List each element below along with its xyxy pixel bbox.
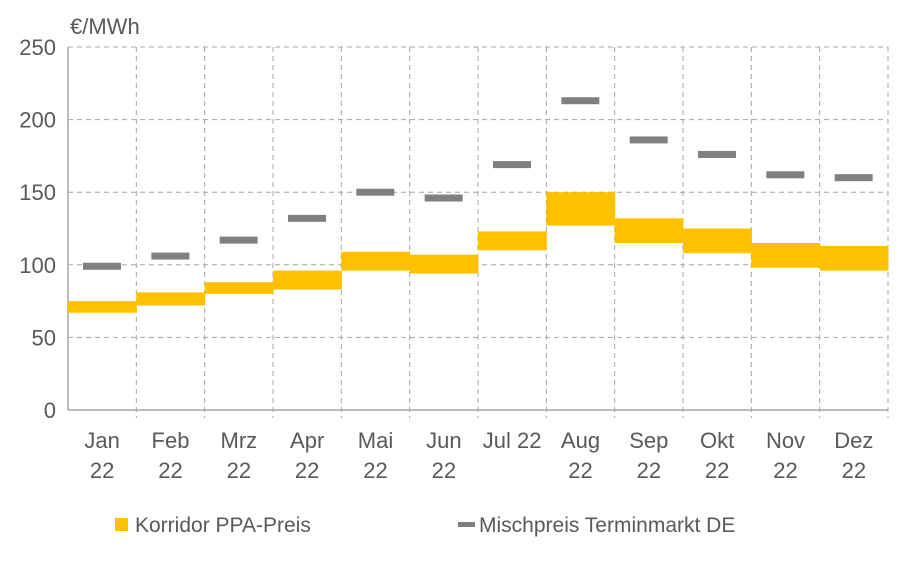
legend-swatch-market [458, 522, 475, 527]
x-tick-label: Mai [358, 428, 393, 453]
x-tick-label: Jun [426, 428, 461, 453]
x-tick-label: Mrz [221, 428, 258, 453]
market-marker [356, 188, 395, 196]
x-tick-label-year: 22 [90, 458, 114, 483]
market-marker [424, 194, 463, 202]
ppa-bar [614, 218, 684, 244]
market-marker [83, 262, 121, 270]
y-tick-label: 0 [44, 398, 56, 423]
x-tick-label-year: 22 [432, 458, 456, 483]
y-tick-label: 150 [19, 180, 56, 205]
legend-swatch-ppa [115, 518, 128, 531]
x-tick-label-year: 22 [773, 458, 797, 483]
market-marker [219, 236, 258, 244]
market-marker [561, 97, 600, 105]
market-marker [629, 136, 668, 144]
market-marker [698, 150, 736, 158]
market-marker [766, 171, 805, 179]
ppa-bar [409, 254, 479, 274]
market-marker [493, 161, 531, 169]
legend-label-ppa: Korridor PPA-Preis [135, 514, 311, 537]
x-tick-label: Nov [766, 428, 805, 453]
ppa-bar [273, 270, 342, 290]
market-marker [288, 214, 326, 222]
y-unit-label: €/MWh [70, 14, 140, 39]
x-tick-label-year: 22 [363, 458, 387, 483]
ppa-bar [478, 231, 547, 251]
ppa-bar [204, 282, 274, 294]
ppa-bar [68, 301, 137, 313]
x-tick-label: Apr [290, 428, 324, 453]
ppa-corridor-bars [68, 192, 889, 313]
market-price-markers [83, 97, 873, 270]
ppa-bar [683, 228, 752, 254]
market-marker [834, 174, 873, 182]
y-tick-label: 200 [19, 108, 56, 133]
x-tick-label: Feb [152, 428, 190, 453]
y-tick-label: 50 [32, 325, 56, 350]
x-tick-label-year: 22 [842, 458, 866, 483]
ppa-bar [546, 192, 616, 226]
x-tick-label: Sep [629, 428, 668, 453]
ppa-bar [341, 251, 411, 271]
market-marker [151, 252, 190, 260]
x-axis-ticks: Jan 22 Feb 22 Mrz 22 Apr 22 Mai 22 Jun 22 Jul 22 Aug 2… [84, 428, 873, 483]
ppa-bar [751, 243, 821, 268]
ppa-bar [819, 245, 889, 271]
x-tick-label: Okt [700, 428, 734, 453]
x-tick-label: Aug [561, 428, 600, 453]
x-tick-label-year: 22 [227, 458, 251, 483]
x-tick-label-year: 22 [637, 458, 661, 483]
x-tick-label: Jan [84, 428, 119, 453]
ppa-bar [136, 292, 206, 306]
x-tick-label-year: 22 [568, 458, 592, 483]
y-tick-label: 100 [19, 253, 56, 278]
x-tick-label-year: 22 [295, 458, 319, 483]
x-tick-label-year: 22 [158, 458, 182, 483]
x-tick-label: Jul 22 [483, 428, 542, 453]
y-axis-ticks: 0 50 100 150 200 250 [19, 35, 56, 423]
x-tick-label-year: 22 [705, 458, 729, 483]
x-tick-label: Dez [834, 428, 873, 453]
y-tick-label: 250 [19, 35, 56, 60]
legend: Korridor PPA-Preis Mischpreis Terminmark… [115, 514, 735, 537]
legend-label-market: Mischpreis Terminmarkt DE [479, 514, 735, 537]
